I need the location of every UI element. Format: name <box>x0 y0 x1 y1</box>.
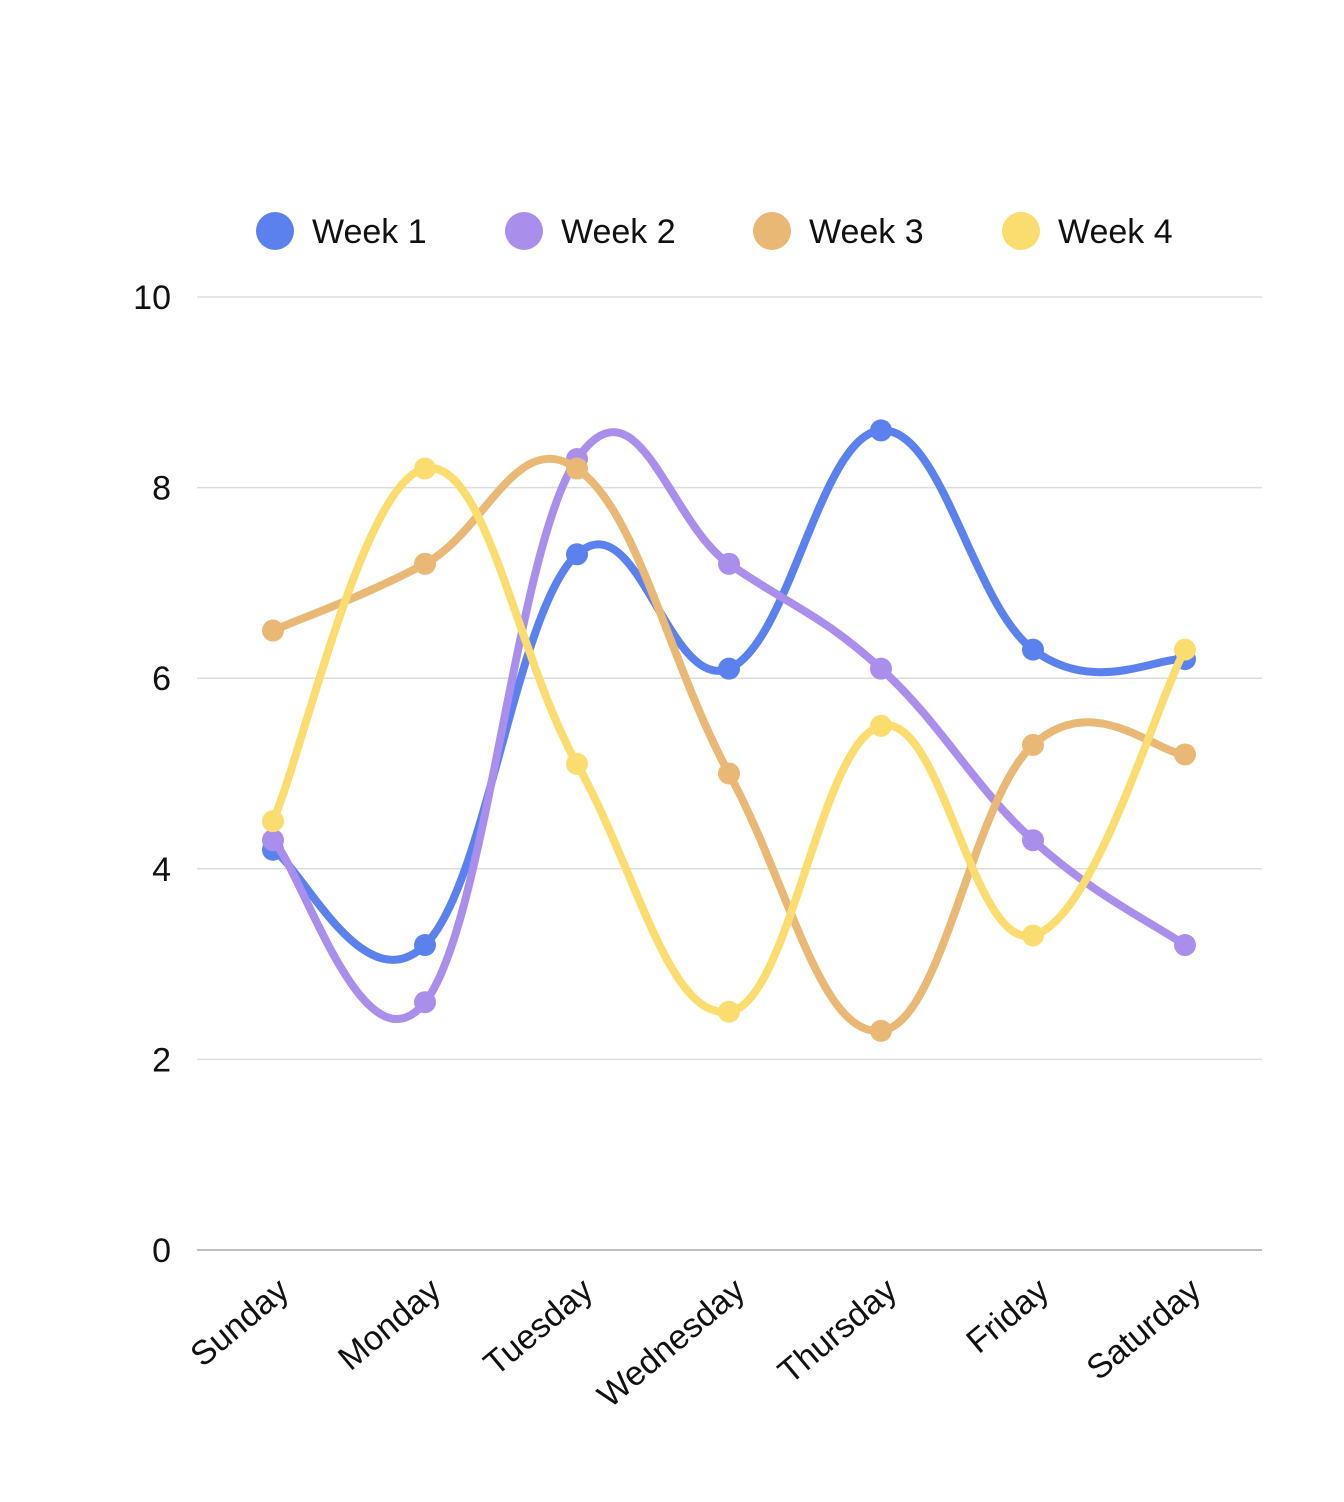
legend-label: Week 2 <box>561 213 676 251</box>
series-line <box>269 454 1189 1035</box>
series-line <box>269 426 1189 964</box>
data-point[interactable] <box>414 934 436 957</box>
legend-item: Week 2 <box>505 212 676 251</box>
legend: Week 1 Week 2 Week 3 Week 4 <box>256 212 1173 251</box>
data-point[interactable] <box>1022 829 1044 852</box>
data-point[interactable] <box>414 991 436 1014</box>
legend-marker <box>505 212 543 250</box>
series-week-3 <box>262 454 1196 1042</box>
data-point[interactable] <box>566 752 588 775</box>
series-week-4 <box>262 457 1196 1023</box>
legend-item: Week 4 <box>1002 212 1173 251</box>
data-point[interactable] <box>718 657 740 680</box>
series-week-1 <box>262 419 1196 964</box>
data-point[interactable] <box>1174 638 1196 661</box>
data-point[interactable] <box>1174 743 1196 766</box>
data-point[interactable] <box>414 552 436 575</box>
y-axis: 0 2 4 6 8 10 <box>133 279 171 1270</box>
data-point[interactable] <box>870 1019 892 1042</box>
x-tick-label: Monday <box>331 1271 448 1378</box>
x-tick-label: Tuesday <box>477 1271 600 1383</box>
x-tick-label: Friday <box>959 1271 1056 1361</box>
legend-marker <box>256 212 294 250</box>
data-point[interactable] <box>870 714 892 737</box>
data-point[interactable] <box>262 619 284 642</box>
series-group <box>262 419 1196 1042</box>
data-point[interactable] <box>870 657 892 680</box>
legend-marker <box>753 212 791 250</box>
legend-label: Week 1 <box>312 213 427 251</box>
x-tick-label: Thursday <box>771 1271 904 1391</box>
x-tick-label: Saturday <box>1079 1271 1208 1388</box>
data-point[interactable] <box>718 762 740 785</box>
legend-marker <box>1002 212 1040 250</box>
y-tick-label: 4 <box>152 851 171 889</box>
data-point[interactable] <box>718 552 740 575</box>
data-point[interactable] <box>1022 733 1044 756</box>
data-point[interactable] <box>262 810 284 833</box>
y-tick-label: 2 <box>152 1041 171 1079</box>
grid-lines <box>197 296 1262 1251</box>
data-point[interactable] <box>262 829 284 852</box>
y-tick-label: 6 <box>152 660 171 698</box>
series-line <box>269 464 1189 1016</box>
y-tick-label: 10 <box>133 279 171 317</box>
legend-item: Week 3 <box>753 212 924 251</box>
x-tick-label: Wednesday <box>591 1271 753 1415</box>
y-tick-label: 0 <box>152 1232 171 1270</box>
y-tick-label: 8 <box>152 470 171 508</box>
x-tick-label: Sunday <box>183 1271 296 1374</box>
data-point[interactable] <box>1174 934 1196 957</box>
legend-label: Week 3 <box>809 213 924 251</box>
data-point[interactable] <box>414 457 436 480</box>
data-point[interactable] <box>718 1000 740 1023</box>
data-point[interactable] <box>1022 924 1044 947</box>
data-point[interactable] <box>1022 638 1044 661</box>
legend-item: Week 1 <box>256 212 427 251</box>
data-point[interactable] <box>566 457 588 480</box>
data-point[interactable] <box>870 419 892 442</box>
data-point[interactable] <box>566 543 588 566</box>
legend-label: Week 4 <box>1058 213 1173 251</box>
